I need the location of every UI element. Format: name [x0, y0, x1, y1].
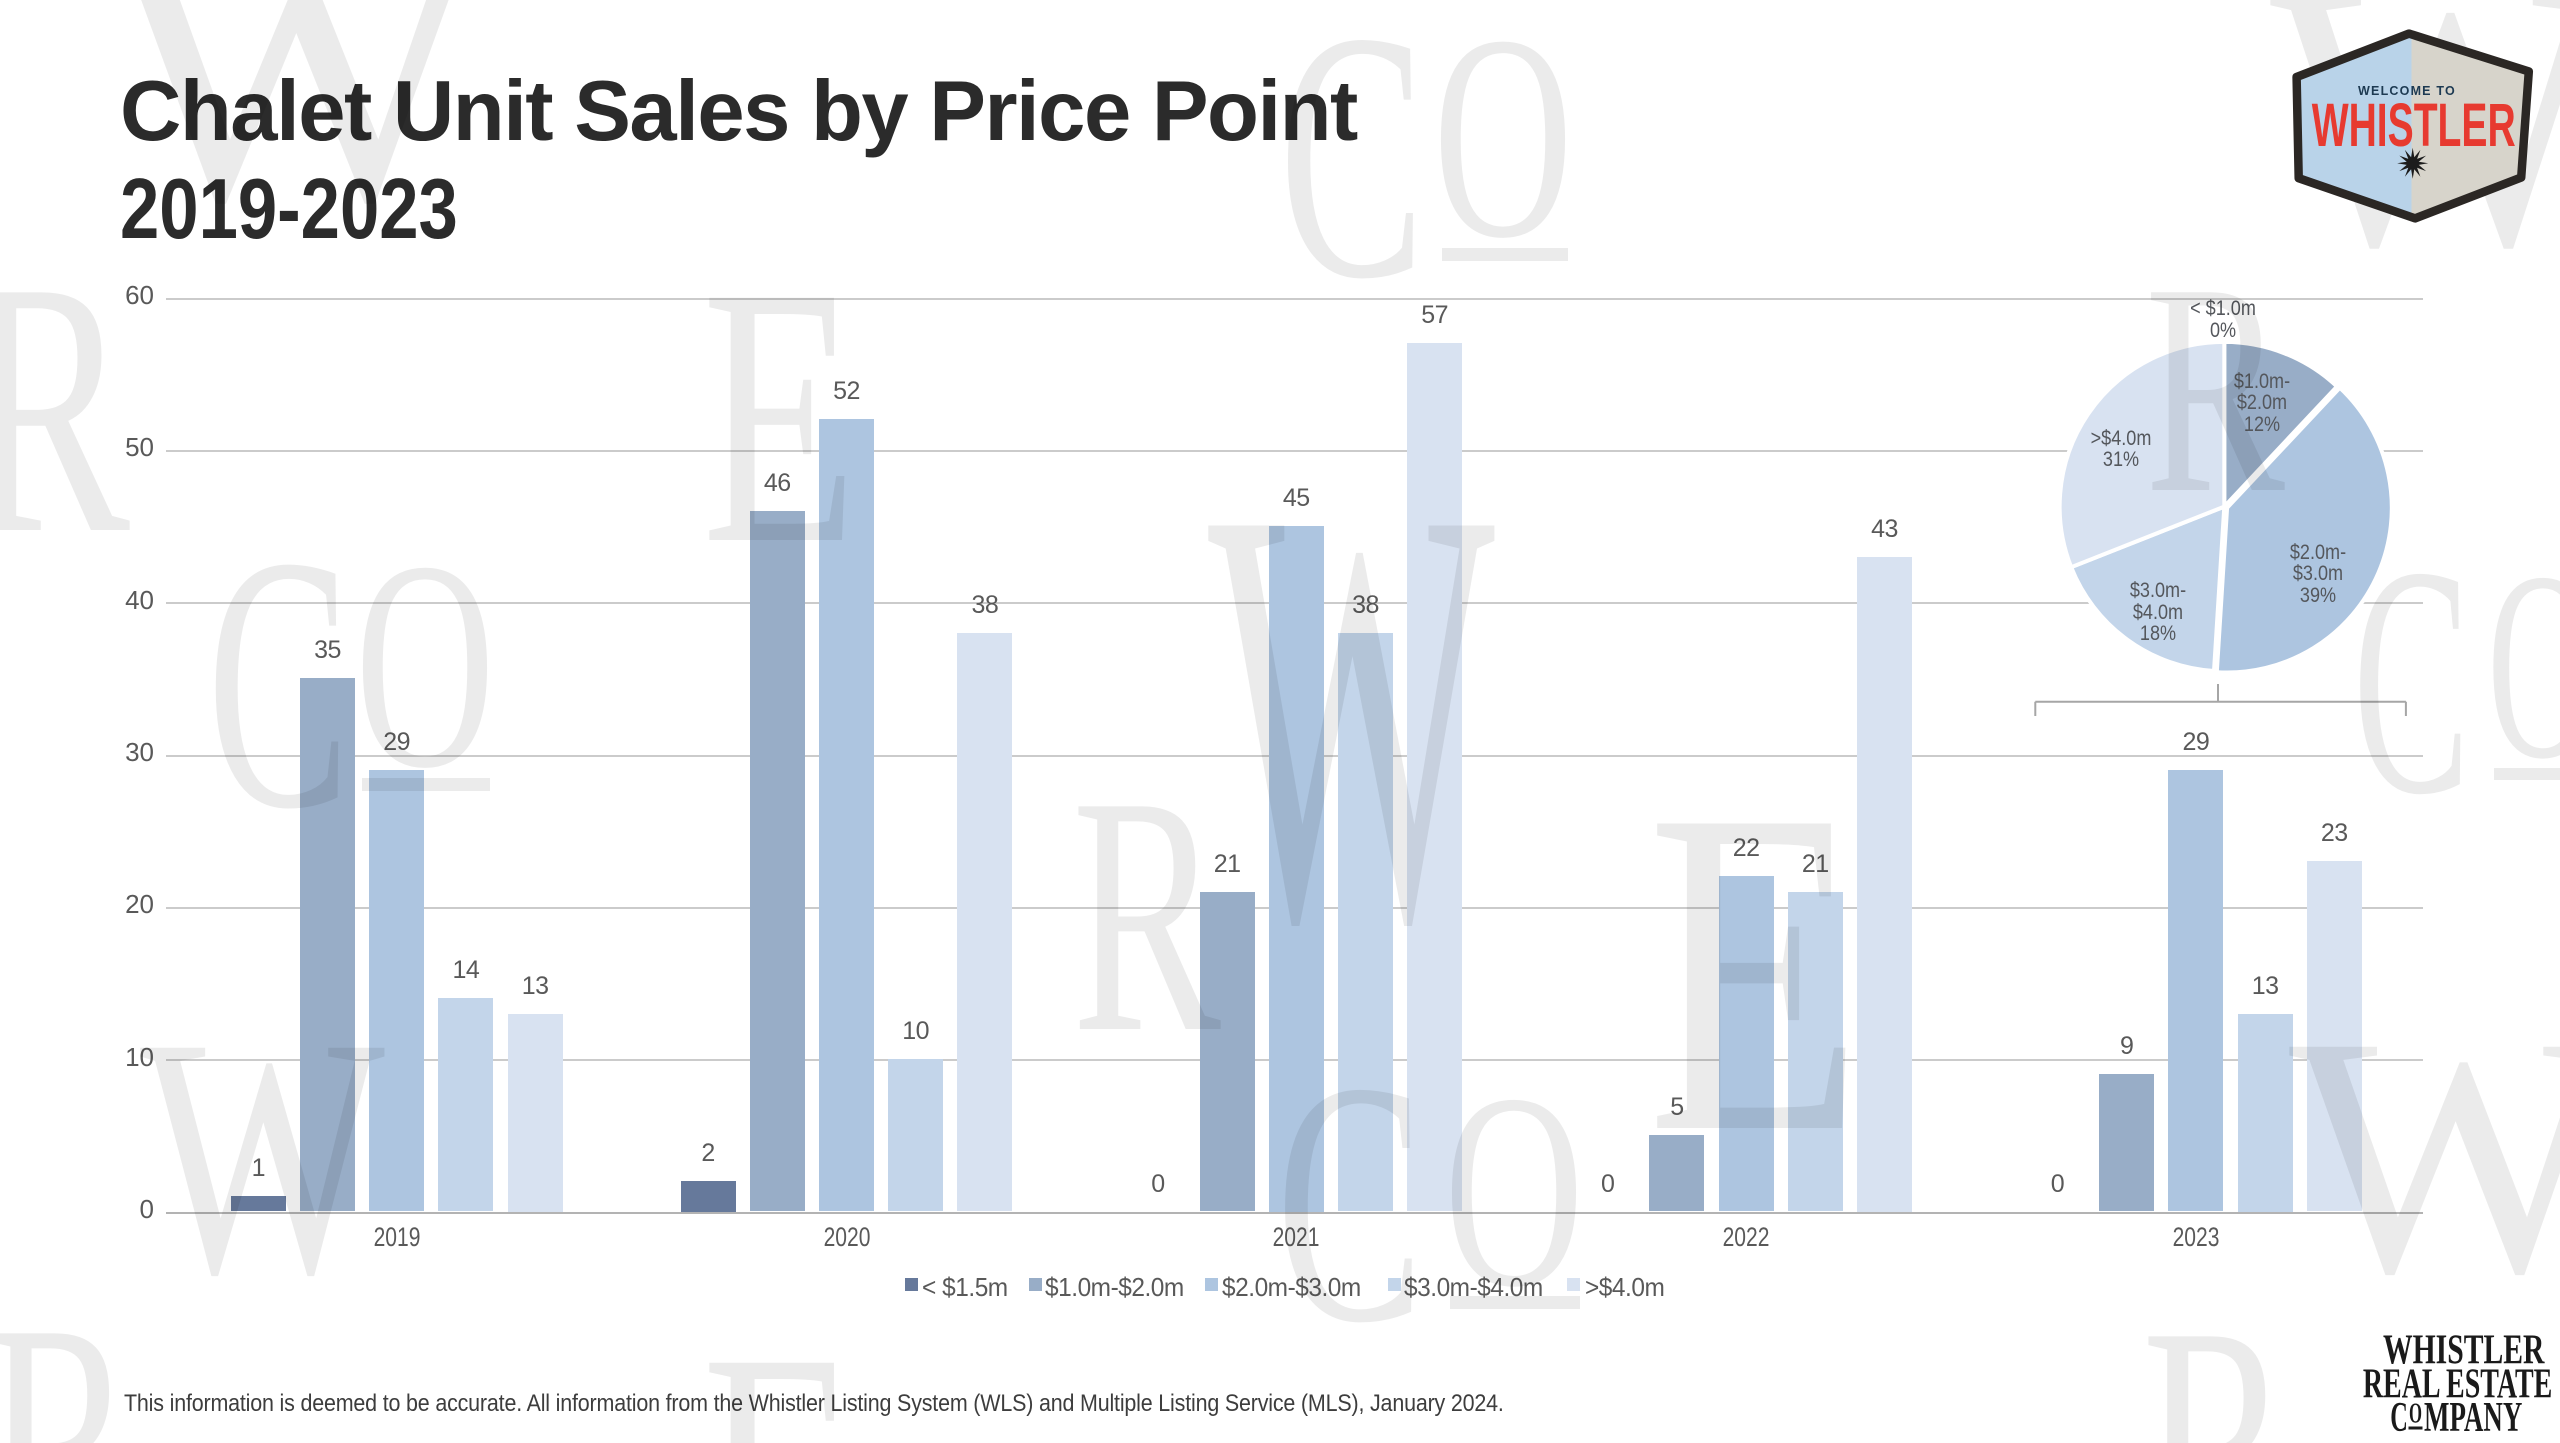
svg-text:MPANY: MPANY [2424, 1395, 2522, 1441]
svg-text:WHISTLER: WHISTLER [2312, 91, 2516, 159]
svg-text:WELCOME TO: WELCOME TO [2358, 84, 2456, 98]
svg-text:O: O [2409, 1399, 2422, 1430]
svg-text:WHISTLER: WHISTLER [2383, 1328, 2545, 1374]
svg-text:C: C [2390, 1395, 2408, 1441]
svg-text:REAL ESTATE: REAL ESTATE [2363, 1362, 2553, 1408]
